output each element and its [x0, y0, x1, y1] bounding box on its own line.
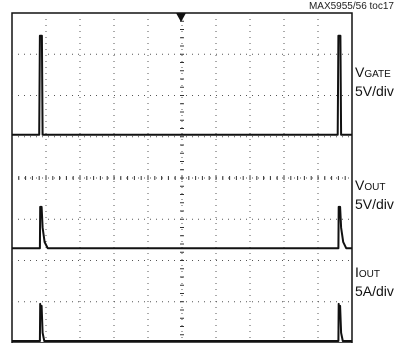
trigger-marker: [176, 13, 186, 22]
iout-symbol: I: [355, 264, 359, 280]
grid: [12, 13, 352, 343]
trace-iout: [12, 302, 352, 342]
vout-symbol: V: [355, 177, 365, 193]
trace-vgate: [12, 34, 352, 136]
figure-reference: MAX5955/56 toc17: [308, 1, 394, 12]
vgate-subscript: GATE: [364, 69, 391, 80]
channel-label-vout: VOUT 5V/div: [355, 177, 394, 212]
channel-label-iout: IOUT 5A/div: [355, 264, 394, 299]
trace-vout: [12, 205, 352, 250]
vout-subscript: OUT: [364, 182, 386, 193]
iout-scale: 5A/div: [355, 283, 394, 299]
channel-label-vgate: VGATE 5V/div: [355, 64, 394, 99]
vout-scale: 5V/div: [355, 196, 394, 212]
vgate-symbol: V: [355, 64, 365, 80]
traces: [12, 34, 352, 342]
vgate-scale: 5V/div: [355, 83, 394, 99]
iout-subscript: OUT: [358, 269, 380, 280]
